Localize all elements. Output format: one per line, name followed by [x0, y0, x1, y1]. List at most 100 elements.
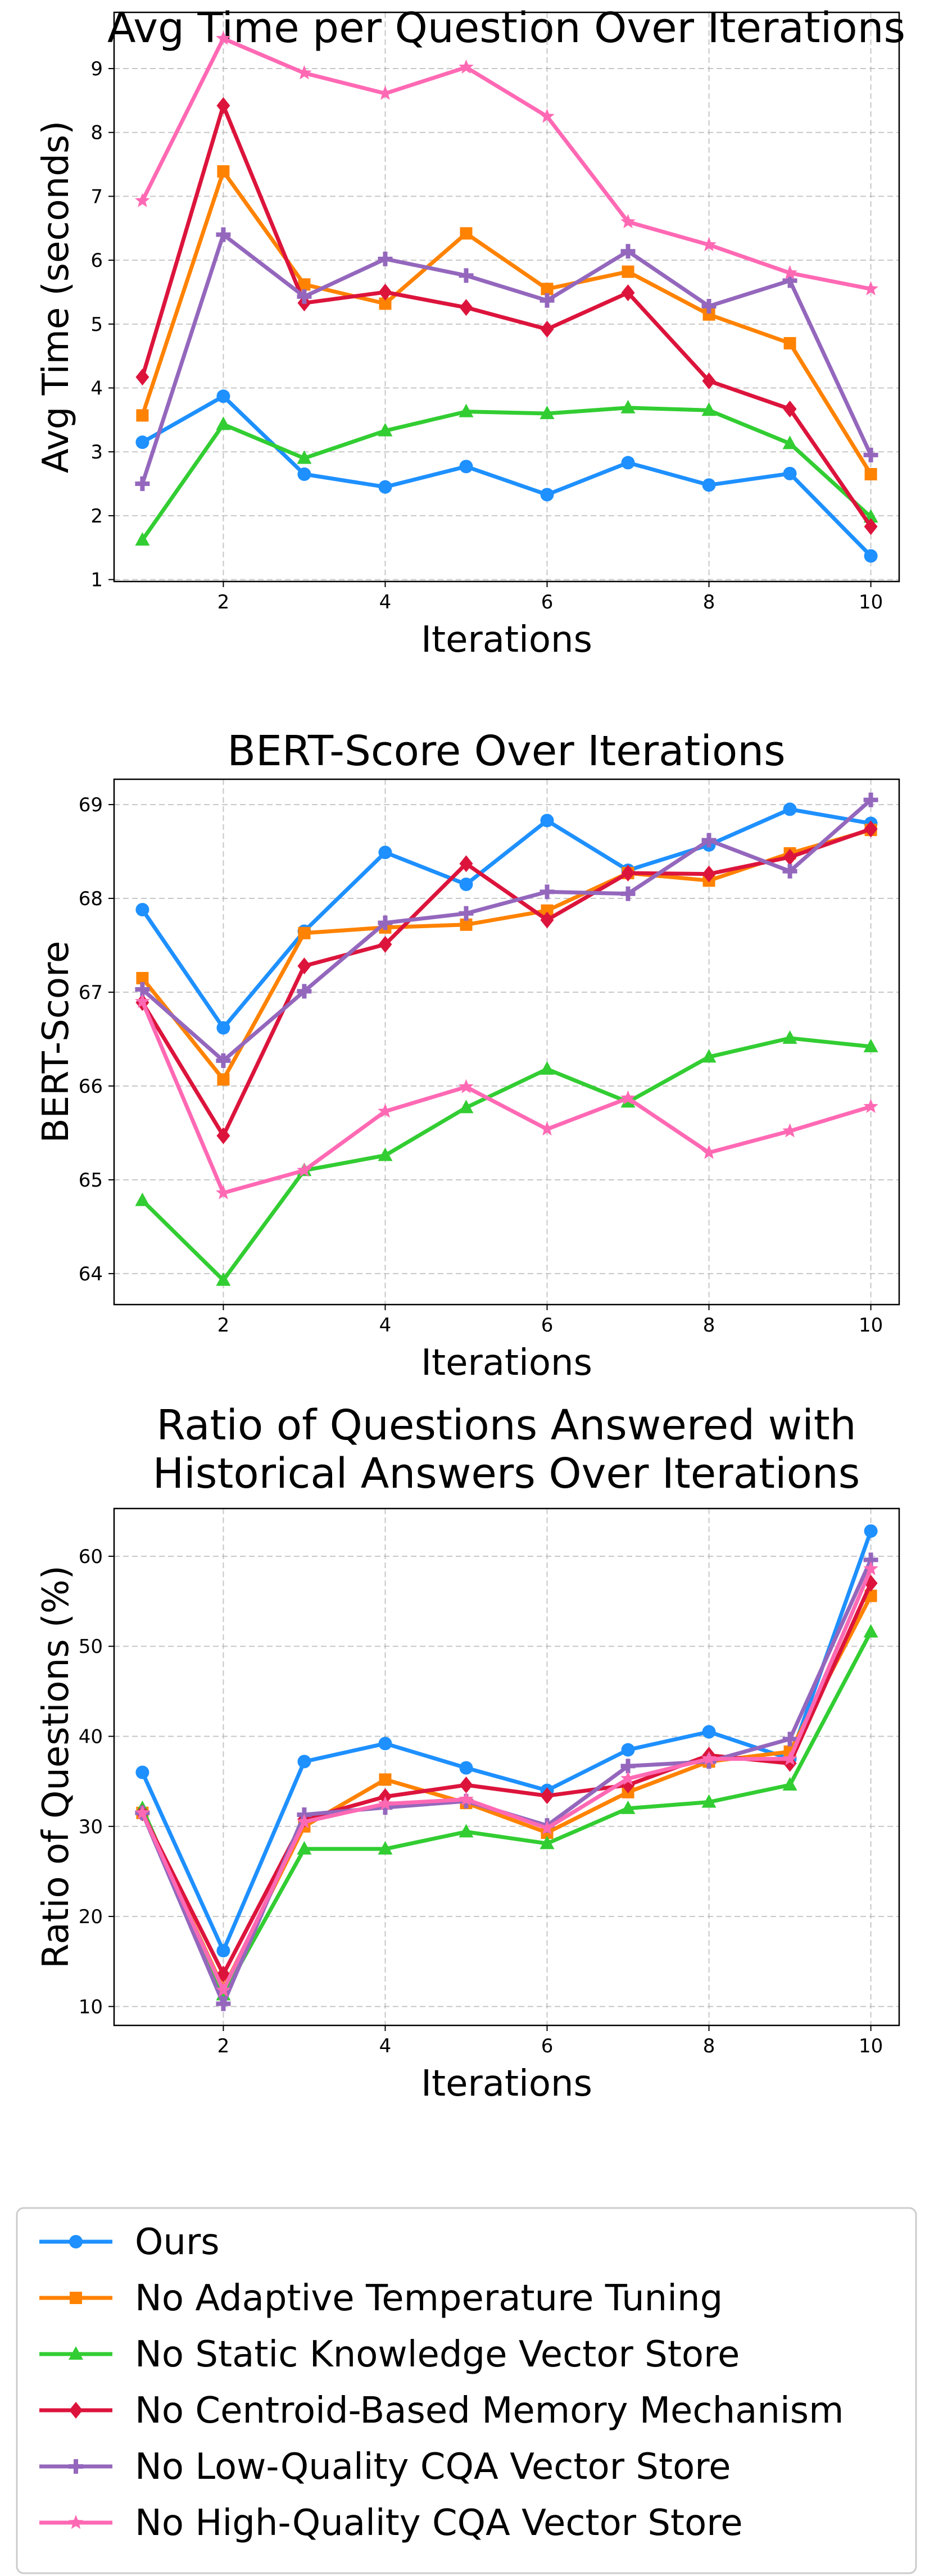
data-point [216, 1185, 231, 1200]
data-point [135, 982, 150, 997]
data-point [863, 447, 878, 462]
data-point [459, 1079, 474, 1093]
data-point [135, 1805, 150, 1820]
data-point [459, 268, 474, 283]
data-point [783, 802, 797, 816]
series-ours [135, 1524, 878, 1957]
y-tick-label: 60 [79, 1546, 103, 1568]
y-tick-label: 20 [79, 1906, 103, 1928]
data-point [459, 403, 474, 417]
data-point [459, 1761, 473, 1775]
series-no-high-quality-cqa-vector-store [135, 993, 878, 1200]
data-point [783, 848, 797, 866]
x-tick-label: 4 [379, 1314, 392, 1337]
data-point [135, 435, 149, 449]
data-point [378, 1800, 393, 1815]
data-point [539, 293, 555, 308]
data-point [459, 878, 473, 891]
x-axis-label: Iterations [421, 2063, 592, 2105]
data-point [702, 372, 716, 390]
y-tick-label: 8 [90, 122, 103, 144]
series-line [141, 798, 872, 1063]
plot-frame [113, 11, 900, 583]
series-ours [135, 389, 878, 563]
series-line [140, 169, 873, 475]
data-point [378, 1796, 393, 1810]
data-point [701, 1049, 717, 1063]
data-point [622, 265, 634, 278]
legend-entry: No Adaptive Temperature Tuning [39, 2278, 723, 2319]
y-tick-label: 1 [90, 569, 103, 592]
data-point [135, 476, 150, 492]
data-point [702, 478, 716, 492]
series-no-high-quality-cqa-vector-store [135, 1561, 878, 1997]
legend-entry: No Centroid-Based Memory Mechanism [39, 2390, 844, 2432]
x-tick-label: 8 [703, 1314, 715, 1337]
y-tick-label: 69 [79, 794, 103, 816]
legend-label: No Centroid-Based Memory Mechanism [135, 2390, 844, 2432]
series-no-adaptive-temperature-tuning [136, 165, 877, 480]
data-point [216, 1943, 230, 1957]
y-tick-label: 68 [79, 888, 103, 910]
data-point [782, 1123, 797, 1138]
x-axis-label: Iterations [421, 619, 592, 661]
data-point [701, 298, 717, 314]
data-point [864, 467, 877, 480]
data-point [378, 251, 393, 266]
y-axis-label: Ratio of Questions (%) [35, 1565, 77, 1968]
data-point [297, 450, 312, 464]
data-point [863, 1624, 878, 1638]
chart-title: BERT-Score Over Iterations [227, 727, 785, 775]
y-tick-label: 10 [79, 1996, 103, 2018]
data-point [135, 532, 150, 546]
data-point [378, 1147, 393, 1161]
legend-marker [68, 2515, 84, 2529]
data-point [297, 984, 312, 999]
legend-entry: No Low-Quality CQA Vector Store [39, 2446, 731, 2488]
x-tick-label: 8 [703, 591, 715, 614]
data-point [863, 792, 878, 807]
y-tick-label: 2 [90, 505, 103, 528]
data-point [297, 65, 312, 80]
data-point [702, 308, 715, 321]
data-point [136, 409, 149, 422]
data-point [864, 820, 878, 838]
data-point [459, 1777, 473, 1794]
data-point [783, 466, 797, 480]
data-point [863, 281, 878, 296]
data-point [216, 1127, 230, 1144]
x-tick-label: 10 [859, 2035, 883, 2057]
series-line [140, 1001, 872, 1195]
data-point [540, 488, 554, 502]
y-tick-label: 40 [79, 1726, 103, 1748]
data-point [216, 1996, 231, 2011]
data-point [702, 1725, 716, 1739]
data-point [217, 1073, 230, 1086]
data-point [782, 265, 797, 280]
data-point [620, 244, 636, 259]
data-point [297, 1755, 311, 1769]
legend: Ours No Adaptive Temperature Tuning No Sta… [16, 2207, 917, 2574]
data-point [378, 283, 392, 301]
y-tick-label: 50 [79, 1635, 103, 1658]
series-line [140, 1530, 873, 1953]
x-tick-label: 10 [859, 591, 883, 614]
data-point [135, 1192, 150, 1206]
series-no-low-quality-cqa-vector-store [135, 227, 878, 492]
data-point [539, 1820, 555, 1835]
legend-marker [69, 2459, 83, 2474]
data-point [541, 904, 554, 917]
data-point [782, 1732, 797, 1747]
x-axis-label: Iterations [421, 1342, 592, 1384]
data-point [782, 435, 797, 449]
x-tick-label: 6 [541, 2035, 554, 2057]
data-point [620, 1090, 636, 1105]
data-point [297, 1841, 312, 1855]
data-point [539, 108, 555, 123]
data-point [783, 337, 796, 349]
data-point [459, 59, 474, 74]
data-point [378, 915, 393, 930]
data-point [863, 1552, 878, 1568]
data-point [701, 1144, 717, 1159]
data-point [863, 1561, 878, 1575]
